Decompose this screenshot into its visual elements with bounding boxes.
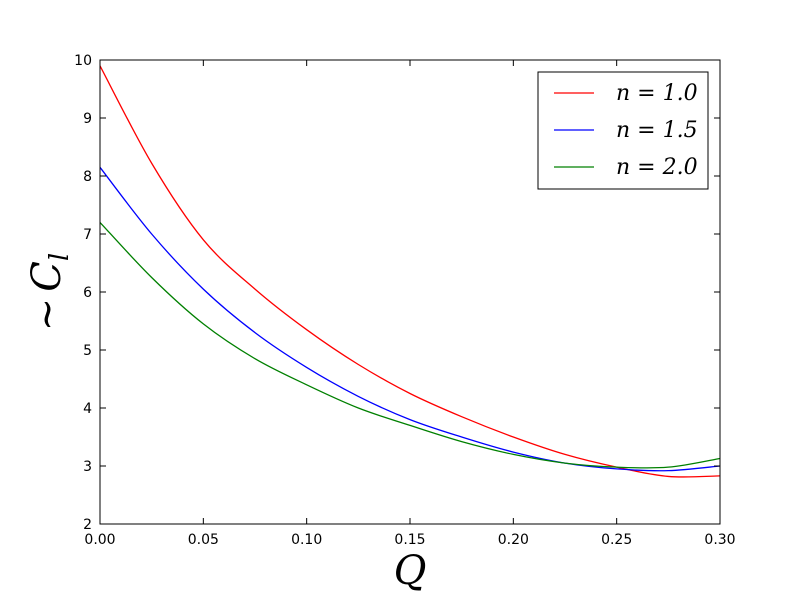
y-axis-label-group: ~ Cl xyxy=(24,253,75,331)
y-axis-label: ~ Cl xyxy=(24,253,75,331)
legend-label-2: n = 1.5 xyxy=(616,118,698,143)
x-axis-label: Q xyxy=(394,548,427,594)
x-tick-label: 0.20 xyxy=(498,532,529,548)
y-tick-label: 2 xyxy=(83,517,92,533)
y-tick-label: 7 xyxy=(83,227,92,243)
y-tick-label: 8 xyxy=(83,169,92,185)
x-tick-label: 0.05 xyxy=(188,532,219,548)
x-tick-label: 0.30 xyxy=(704,532,735,548)
y-tick-label: 6 xyxy=(83,285,92,301)
series-line-3 xyxy=(99,221,721,469)
y-axis-label-prefix: ~ xyxy=(24,298,70,332)
y-tick-label: 5 xyxy=(83,343,92,359)
series-line-2 xyxy=(99,166,721,472)
legend: n = 1.0 n = 1.5 n = 2.0 xyxy=(537,71,709,190)
y-tick-label: 3 xyxy=(83,459,92,475)
ticks-layer: 0.00 0.05 0.10 0.15 0.20 0.25 0.30 2 3 4 5 6 7 8 9 10 xyxy=(74,53,735,548)
y-axis-label-subscript: l xyxy=(45,253,75,261)
x-tick-label: 0.25 xyxy=(601,532,632,548)
y-tick-label: 9 xyxy=(83,111,92,127)
legend-label-3: n = 2.0 xyxy=(616,155,698,180)
x-tick-label: 0.00 xyxy=(84,532,115,548)
y-tick-label: 10 xyxy=(74,53,92,69)
x-tick-label: 0.10 xyxy=(291,532,322,548)
legend-label-1: n = 1.0 xyxy=(616,81,698,106)
y-tick-label: 4 xyxy=(83,401,92,417)
series-layer xyxy=(99,65,721,478)
y-axis-label-main: C xyxy=(24,261,70,292)
x-tick-label: 0.15 xyxy=(394,532,425,548)
